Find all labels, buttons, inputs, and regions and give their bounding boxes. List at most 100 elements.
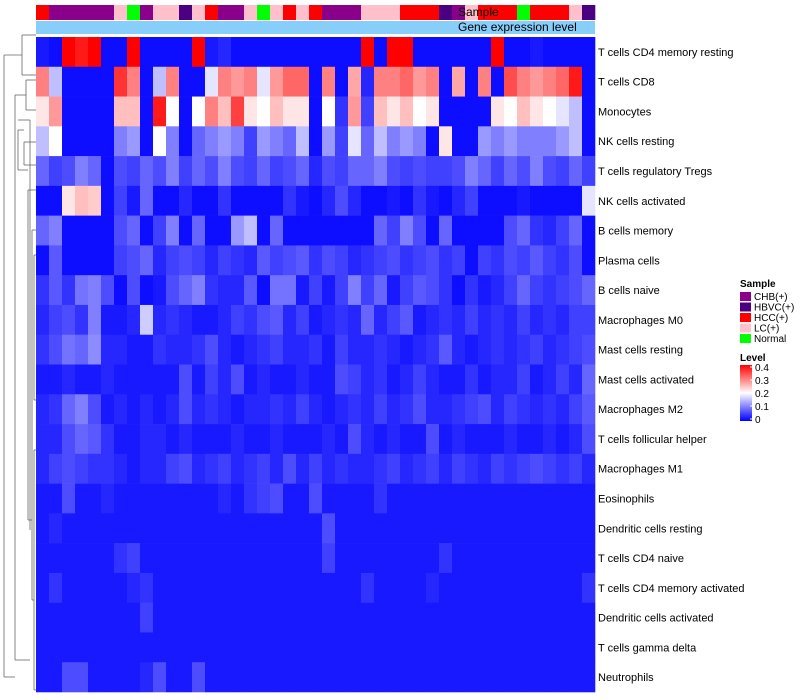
sample-annotation-cell	[530, 5, 544, 20]
heatmap-cell	[218, 632, 232, 663]
heatmap-cell	[387, 96, 401, 127]
heatmap-cell	[36, 275, 50, 306]
heatmap-cell	[504, 572, 518, 603]
heatmap-cell	[374, 126, 388, 157]
heatmap-cell	[49, 275, 63, 306]
heatmap-cell	[452, 275, 466, 306]
heatmap-cell	[569, 364, 583, 395]
heatmap-cell	[504, 185, 518, 216]
heatmap-cell	[309, 245, 323, 276]
heatmap-cell	[465, 126, 479, 157]
heatmap-cell	[478, 156, 492, 187]
heatmap-cell	[166, 96, 180, 127]
heatmap-cell	[140, 66, 154, 97]
heatmap-cell	[153, 394, 167, 425]
heatmap-cell	[465, 66, 479, 97]
heatmap-cell	[530, 156, 544, 187]
heatmap-cell	[296, 275, 310, 306]
heatmap-cell	[361, 275, 375, 306]
heatmap-cell	[582, 185, 596, 216]
heatmap-cell	[582, 453, 596, 484]
heatmap-cell	[439, 662, 453, 693]
heatmap-cell	[114, 215, 128, 246]
heatmap-cell	[179, 37, 193, 68]
heatmap-cell	[140, 37, 154, 68]
heatmap-cell	[62, 275, 76, 306]
legend-level-tick-label: 0	[755, 415, 761, 426]
heatmap-cell	[504, 364, 518, 395]
heatmap-cell	[439, 245, 453, 276]
heatmap-cell	[179, 245, 193, 276]
heatmap-cell	[582, 66, 596, 97]
heatmap-cell	[413, 304, 427, 336]
heatmap-cell	[75, 96, 89, 127]
heatmap-cell	[348, 245, 362, 276]
heatmap-cell	[218, 453, 232, 484]
heatmap-cell	[400, 245, 414, 276]
heatmap-cell	[348, 513, 362, 544]
heatmap-cell	[400, 334, 414, 365]
heatmap-cell	[231, 37, 245, 68]
heatmap-cell	[387, 632, 401, 663]
heatmap-cell	[556, 126, 570, 157]
heatmap-cell	[296, 572, 310, 603]
heatmap-cell	[283, 156, 297, 187]
row-label: Mast cells resting	[598, 345, 683, 357]
heatmap-cell	[465, 513, 479, 544]
heatmap-cell	[530, 572, 544, 603]
heatmap-cell	[283, 304, 297, 336]
heatmap-cell	[101, 156, 115, 187]
heatmap-cell	[218, 275, 232, 306]
heatmap-cell	[361, 215, 375, 246]
heatmap-cell	[192, 424, 206, 455]
heatmap-cell	[218, 483, 232, 514]
heatmap-cell	[192, 543, 206, 574]
heatmap-cell	[439, 66, 453, 97]
heatmap-cell	[465, 96, 479, 127]
heatmap-cell	[465, 424, 479, 455]
heatmap-cell	[153, 245, 167, 276]
heatmap-cell	[478, 185, 492, 216]
heatmap-cell	[218, 543, 232, 574]
heatmap-cell	[231, 96, 245, 127]
heatmap-cell	[426, 304, 440, 336]
heatmap-cell	[517, 364, 531, 395]
heatmap-cell	[270, 483, 284, 514]
heatmap-cell	[543, 37, 557, 68]
heatmap-cell	[387, 543, 401, 574]
sample-annotation-cell	[426, 5, 440, 20]
heatmap-cell	[491, 453, 505, 484]
heatmap-cell	[62, 662, 76, 693]
heatmap-cell	[530, 334, 544, 365]
heatmap-cell	[374, 632, 388, 663]
heatmap-cell	[439, 453, 453, 484]
heatmap-cell	[75, 245, 89, 276]
heatmap-cell	[140, 215, 154, 246]
heatmap-cell	[478, 334, 492, 365]
heatmap-cell	[400, 364, 414, 395]
heatmap-cell	[75, 304, 89, 336]
heatmap-cell	[36, 304, 50, 336]
heatmap-cell	[101, 662, 115, 693]
heatmap-cell	[361, 304, 375, 336]
heatmap-cell	[296, 453, 310, 484]
heatmap-cell	[218, 156, 232, 187]
column-annotation	[36, 5, 596, 34]
sample-annotation-cell	[166, 5, 180, 20]
heatmap-cell	[517, 543, 531, 574]
heatmap-cell	[114, 394, 128, 425]
heatmap-cell	[530, 364, 544, 395]
heatmap-cell	[296, 364, 310, 395]
sample-annotation-cell	[582, 5, 596, 20]
heatmap-cell	[387, 453, 401, 484]
heatmap-cell	[374, 185, 388, 216]
gene-expression-annotation-bar	[36, 21, 595, 34]
heatmap-cell	[179, 215, 193, 246]
heatmap-cell	[218, 424, 232, 455]
heatmap-cell	[127, 304, 141, 336]
heatmap-cell	[127, 513, 141, 544]
heatmap-cell	[49, 483, 63, 514]
heatmap-cell	[244, 572, 258, 603]
heatmap-cell	[140, 632, 154, 663]
heatmap-cell	[322, 156, 336, 187]
